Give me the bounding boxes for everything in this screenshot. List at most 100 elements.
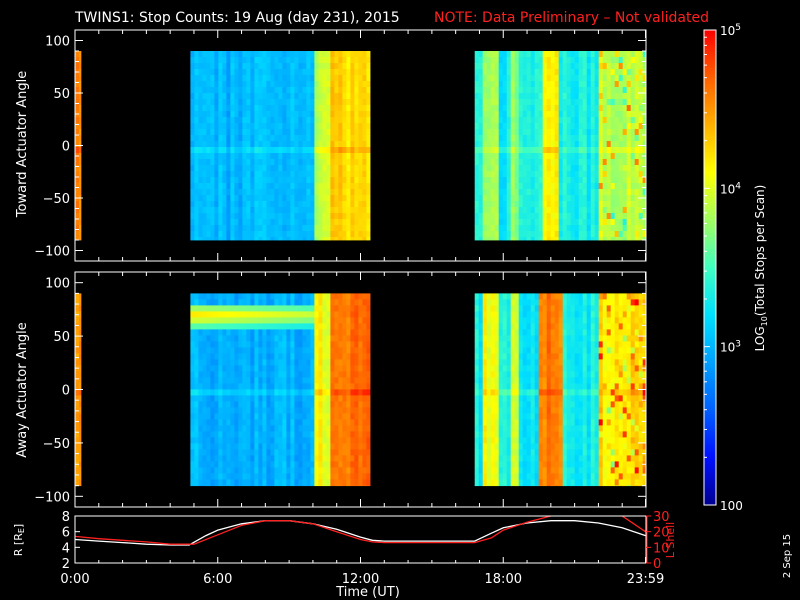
heatmap-cell (282, 159, 287, 166)
heatmap-cell (298, 413, 303, 420)
heatmap-cell (250, 347, 255, 354)
heatmap-cell (234, 341, 239, 348)
heatmap-cell (326, 401, 331, 408)
heatmap-cell (498, 231, 504, 238)
heatmap-cell (298, 305, 303, 312)
heatmap-cell (346, 141, 351, 148)
heatmap-cell (258, 87, 263, 94)
heatmap-cell (510, 213, 516, 220)
heatmap-cell (238, 57, 243, 64)
heatmap-cell (282, 407, 287, 414)
heatmap-cell (218, 389, 223, 396)
heatmap-cell (526, 437, 532, 444)
heatmap-cell (278, 449, 283, 456)
heatmap-cell (566, 153, 572, 160)
heatmap-cell (498, 305, 504, 312)
heatmap-cell (486, 123, 492, 130)
heatmap-cell (75, 177, 80, 184)
heatmap-cell (238, 377, 243, 384)
heatmap-cell (578, 111, 584, 118)
heatmap-cell (526, 401, 532, 408)
heatmap-cell (366, 311, 371, 318)
heatmap-cell (490, 401, 496, 408)
heatmap-cell (346, 219, 351, 226)
heatmap-cell (506, 171, 512, 178)
heatmap-cell (602, 171, 608, 178)
heatmap-cell (194, 425, 199, 432)
heatmap-cell (250, 237, 255, 241)
heatmap-cell (278, 305, 283, 312)
heatmap-cell (514, 419, 520, 426)
heatmap-cell (354, 371, 359, 378)
heatmap-cell (478, 63, 484, 70)
heatmap-cell (290, 183, 295, 190)
heatmap-cell (330, 299, 335, 306)
heatmap-cell (242, 99, 247, 106)
heatmap-cell (218, 201, 223, 208)
heatmap-cell (358, 129, 363, 136)
heatmap-cell (626, 51, 632, 58)
heatmap-cell (578, 57, 584, 64)
heatmap-cell (586, 153, 592, 160)
heatmap-cell (510, 219, 516, 226)
heatmap-cell (210, 479, 215, 486)
heatmap-cell (330, 159, 335, 166)
heatmap-cell (278, 117, 283, 124)
heatmap-cell (502, 461, 508, 468)
heatmap-cell (638, 189, 644, 196)
heatmap-cell (542, 237, 548, 241)
heatmap-cell (302, 153, 307, 160)
heatmap-cell (314, 335, 319, 342)
heatmap-cell (330, 87, 335, 94)
heatmap-cell (318, 159, 323, 166)
heatmap-cell (494, 93, 500, 100)
heatmap-cell (534, 63, 540, 70)
heatmap-cell (218, 485, 223, 487)
heatmap-cell (258, 455, 263, 462)
heatmap-cell (194, 189, 199, 196)
heatmap-cell (306, 213, 311, 220)
heatmap-cell (79, 437, 82, 444)
heatmap-cell (346, 293, 351, 300)
heatmap-cell (242, 323, 247, 330)
heatmap-cell (198, 353, 203, 360)
heatmap-cell (190, 177, 195, 184)
heatmap-cell (494, 407, 500, 414)
heatmap-cell (342, 57, 347, 64)
heatmap-cell (314, 69, 319, 76)
heatmap-cell (218, 195, 223, 202)
heatmap-cell (79, 293, 82, 300)
heatmap-cell (562, 99, 568, 106)
heatmap-cell (502, 153, 508, 160)
heatmap-cell (346, 75, 351, 82)
heatmap-cell (346, 171, 351, 178)
heatmap-cell (490, 153, 496, 160)
heatmap-cell (510, 201, 516, 208)
heatmap-cell (79, 353, 82, 360)
heatmap-cell (226, 341, 231, 348)
heatmap-cell (230, 99, 235, 106)
heatmap-cell (502, 135, 508, 142)
heatmap-cell (562, 171, 568, 178)
heatmap-cell (522, 207, 528, 214)
heatmap-cell (366, 147, 371, 154)
heatmap-cell (338, 383, 343, 390)
heatmap-cell (334, 461, 339, 468)
heatmap-cell (250, 63, 255, 70)
heatmap-cell (282, 383, 287, 390)
heatmap-cell (346, 299, 351, 306)
heatmap-cell (290, 237, 295, 241)
heatmap-cell (358, 425, 363, 432)
heatmap-cell (506, 225, 512, 232)
heatmap-cell (482, 207, 488, 214)
heatmap-cell (294, 419, 299, 426)
heatmap-cell (290, 225, 295, 232)
heatmap-cell (354, 425, 359, 432)
heatmap-cell (206, 99, 211, 106)
heatmap-cell (342, 347, 347, 354)
heatmap-cell (262, 135, 267, 142)
heatmap-cell (194, 99, 199, 106)
heatmap-cell (294, 225, 299, 232)
heatmap-cell (79, 359, 82, 366)
